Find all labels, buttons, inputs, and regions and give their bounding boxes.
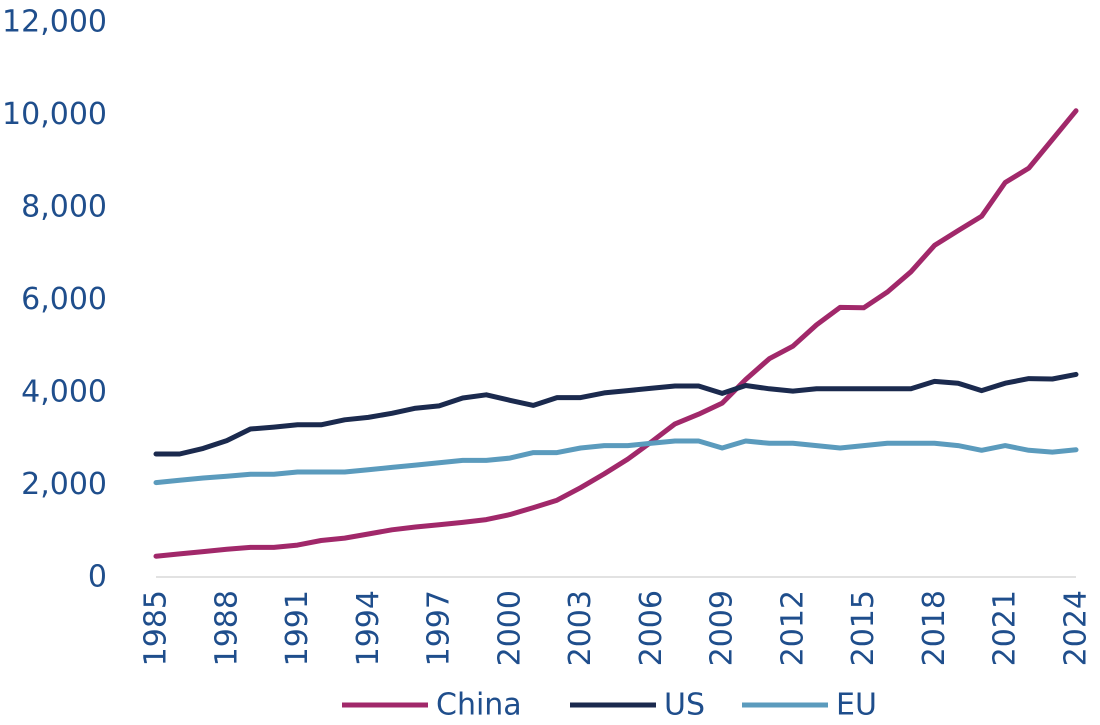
x-tick-label: 2000	[492, 590, 527, 666]
legend-label: EU	[836, 688, 877, 723]
legend-item-eu: EU	[742, 688, 877, 723]
y-tick-label: 0	[88, 560, 107, 595]
legend-item-us: US	[570, 688, 705, 723]
x-tick-label: 2021	[988, 590, 1023, 666]
y-tick-label: 12,000	[2, 5, 107, 40]
x-tick-label: 1985	[139, 590, 174, 666]
x-tick-label: 2018	[917, 590, 952, 666]
x-tick-label: 2012	[775, 590, 810, 666]
y-tick-label: 6,000	[21, 282, 107, 317]
x-tick-label: 1994	[351, 590, 386, 666]
y-tick-label: 2,000	[21, 467, 107, 502]
y-axis: 0 2,000 4,000 6,000 8,000 10,000 12,000	[2, 5, 107, 595]
y-tick-label: 4,000	[21, 375, 107, 410]
series-line-eu	[153, 438, 1079, 486]
x-axis: 1985 1988 1991 1994 1997 2000 2003 2006 2009 2012…	[139, 590, 1094, 666]
legend-item-china: China	[342, 688, 522, 723]
legend-label: US	[664, 688, 705, 723]
x-tick-label: 2003	[563, 590, 598, 666]
x-tick-label: 2024	[1059, 590, 1094, 666]
series-line-us	[153, 371, 1079, 457]
legend-label: China	[436, 688, 522, 723]
x-tick-label: 1991	[280, 590, 315, 666]
y-tick-label: 8,000	[21, 190, 107, 225]
x-tick-label: 1988	[209, 590, 244, 666]
y-tick-label: 10,000	[2, 97, 107, 132]
x-tick-label: 1997	[422, 590, 457, 666]
x-tick-label: 2015	[846, 590, 881, 666]
series-line-china	[153, 108, 1079, 559]
x-tick-label: 2006	[634, 590, 669, 666]
x-tick-label: 2009	[705, 590, 740, 666]
series-group	[153, 108, 1079, 559]
legend: China US EU	[342, 688, 877, 723]
